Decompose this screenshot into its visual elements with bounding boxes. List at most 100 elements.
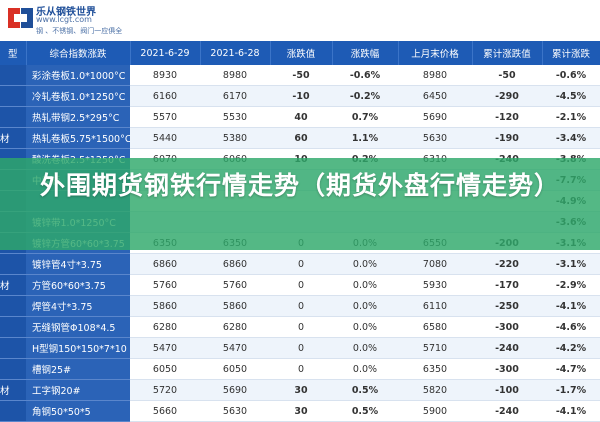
table-row[interactable]: 冷轧卷板1.0*1250°C 6160 6170 -10 -0.2% 6450 -290 -4… (0, 85, 600, 107)
change-value-cell: 0 (270, 316, 332, 338)
category-cell: 材 (0, 379, 26, 401)
change-value-cell: 0 (270, 337, 332, 359)
header-date-1[interactable]: 2021-6-29 (130, 41, 201, 65)
change-pct-cell: -0.2% (332, 85, 398, 107)
last-month-price-cell: 5900 (398, 400, 472, 422)
table-row[interactable]: 材工字钢20# 5720 5690 30 0.5% 5820 -100 -1.7% (0, 379, 600, 401)
table-row[interactable]: 材方管60*60*3.75 5760 5760 0 0.0% 5930 -170 -2.9% (0, 274, 600, 296)
brand-slogan: 钢 、不锈钢、阀门一应俱全 (36, 27, 123, 35)
header-cum-change-value[interactable]: 累计涨跌值 (472, 41, 543, 65)
change-value-cell: 30 (270, 400, 332, 422)
cum-change-value-cell: -170 (472, 274, 542, 296)
table-row[interactable]: H型钢150*150*7*10 5470 5470 0 0.0% 5710 -240 -4.2… (0, 337, 600, 359)
category-cell (0, 253, 26, 275)
product-name-cell: 热轧卷板5.75*1500°C (26, 127, 130, 149)
product-name-cell: 热轧带钢2.5*295°C (26, 106, 130, 128)
change-pct-cell: 1.1% (332, 127, 398, 149)
price-date-2-cell: 5860 (200, 295, 270, 317)
cum-change-pct-cell: -0.6% (542, 65, 600, 86)
table-row[interactable]: 彩涂卷板1.0*1000°C 8930 8980 -50 -0.6% 8980 -50 -0.… (0, 65, 600, 86)
price-date-2-cell: 6280 (200, 316, 270, 338)
cum-change-value-cell: -300 (472, 358, 542, 380)
cum-change-value-cell: -50 (472, 65, 542, 86)
product-name-cell: 槽钢25# (26, 358, 130, 380)
category-cell (0, 295, 26, 317)
cum-change-value-cell: -190 (472, 127, 542, 149)
cum-change-value-cell: -300 (472, 316, 542, 338)
change-pct-cell: 0.5% (332, 400, 398, 422)
change-pct-cell: -0.6% (332, 65, 398, 86)
table-row[interactable]: 镀锌管4寸*3.75 6860 6860 0 0.0% 7080 -220 -3.1% (0, 253, 600, 275)
header-change-pct[interactable]: 涨跌幅 (332, 41, 399, 65)
price-date-2-cell: 6170 (200, 85, 270, 107)
change-pct-cell: 0.0% (332, 358, 398, 380)
cum-change-value-cell: -120 (472, 106, 542, 128)
change-value-cell: 30 (270, 379, 332, 401)
product-name-cell: 彩涂卷板1.0*1000°C (26, 65, 130, 86)
price-date-1-cell: 5860 (130, 295, 200, 317)
header-change-value[interactable]: 涨跌值 (270, 41, 333, 65)
price-date-2-cell: 5530 (200, 106, 270, 128)
table-row[interactable]: 槽钢25# 6050 6050 0 0.0% 6350 -300 -4.7% (0, 358, 600, 380)
cum-change-pct-cell: -4.1% (542, 400, 600, 422)
table-row[interactable]: 材热轧卷板5.75*1500°C 5440 5380 60 1.1% 5630 -190 -3… (0, 127, 600, 149)
table-row[interactable]: 角钢50*50*5 5660 5630 30 0.5% 5900 -240 -4.1% (0, 400, 600, 422)
logo-icon (8, 8, 33, 28)
header-index-change[interactable]: 综合指数涨跌 (26, 41, 131, 65)
change-pct-cell: 0.7% (332, 106, 398, 128)
table-header-row: 型 综合指数涨跌 2021-6-29 2021-6-28 涨跌值 涨跌幅 上月末… (0, 41, 600, 65)
price-date-1-cell: 5470 (130, 337, 200, 359)
header-last-month-price[interactable]: 上月末价格 (398, 41, 473, 65)
category-cell (0, 337, 26, 359)
category-cell (0, 65, 26, 86)
change-value-cell: 0 (270, 253, 332, 275)
price-date-2-cell: 5470 (200, 337, 270, 359)
change-value-cell: 60 (270, 127, 332, 149)
cum-change-pct-cell: -4.5% (542, 85, 600, 107)
price-date-2-cell: 6050 (200, 358, 270, 380)
price-date-1-cell: 6860 (130, 253, 200, 275)
price-date-2-cell: 5630 (200, 400, 270, 422)
product-name-cell: 无缝钢管Φ108*4.5 (26, 316, 130, 338)
change-value-cell: 40 (270, 106, 332, 128)
cum-change-pct-cell: -2.9% (542, 274, 600, 296)
change-pct-cell: 0.5% (332, 379, 398, 401)
category-cell: 材 (0, 127, 26, 149)
price-date-1-cell: 5660 (130, 400, 200, 422)
change-value-cell: -50 (270, 65, 332, 86)
header-cum-change-pct[interactable]: 累计涨跌 (542, 41, 600, 65)
header-date-2[interactable]: 2021-6-28 (200, 41, 271, 65)
price-date-1-cell: 5440 (130, 127, 200, 149)
article-title-banner (0, 158, 600, 250)
cum-change-value-cell: -220 (472, 253, 542, 275)
brand-url[interactable]: www.lcgt.com (36, 15, 92, 24)
change-pct-cell: 0.0% (332, 295, 398, 317)
last-month-price-cell: 5930 (398, 274, 472, 296)
last-month-price-cell: 5690 (398, 106, 472, 128)
last-month-price-cell: 6580 (398, 316, 472, 338)
price-date-2-cell: 8980 (200, 65, 270, 86)
table-row[interactable]: 焊管4寸*3.75 5860 5860 0 0.0% 6110 -250 -4.1% (0, 295, 600, 317)
product-name-cell: 冷轧卷板1.0*1250°C (26, 85, 130, 107)
last-month-price-cell: 8980 (398, 65, 472, 86)
change-pct-cell: 0.0% (332, 316, 398, 338)
price-date-1-cell: 6160 (130, 85, 200, 107)
change-value-cell: -10 (270, 85, 332, 107)
price-date-1-cell: 6280 (130, 316, 200, 338)
price-date-2-cell: 5760 (200, 274, 270, 296)
last-month-price-cell: 7080 (398, 253, 472, 275)
last-month-price-cell: 6110 (398, 295, 472, 317)
category-cell (0, 358, 26, 380)
article-title: 外围期货钢铁行情走势（期货外盘行情走势） (40, 171, 561, 200)
cum-change-value-cell: -290 (472, 85, 542, 107)
table-row[interactable]: 热轧带钢2.5*295°C 5570 5530 40 0.7% 5690 -120 -2.1% (0, 106, 600, 128)
brand-name[interactable]: 乐从钢铁世界 (36, 7, 96, 18)
price-date-2-cell: 5380 (200, 127, 270, 149)
last-month-price-cell: 5710 (398, 337, 472, 359)
cum-change-value-cell: -240 (472, 337, 542, 359)
category-cell (0, 106, 26, 128)
table-row[interactable]: 无缝钢管Φ108*4.5 6280 6280 0 0.0% 6580 -300 -4.6% (0, 316, 600, 338)
price-date-1-cell: 6050 (130, 358, 200, 380)
category-cell: 材 (0, 274, 26, 296)
header-type[interactable]: 型 (0, 41, 27, 65)
